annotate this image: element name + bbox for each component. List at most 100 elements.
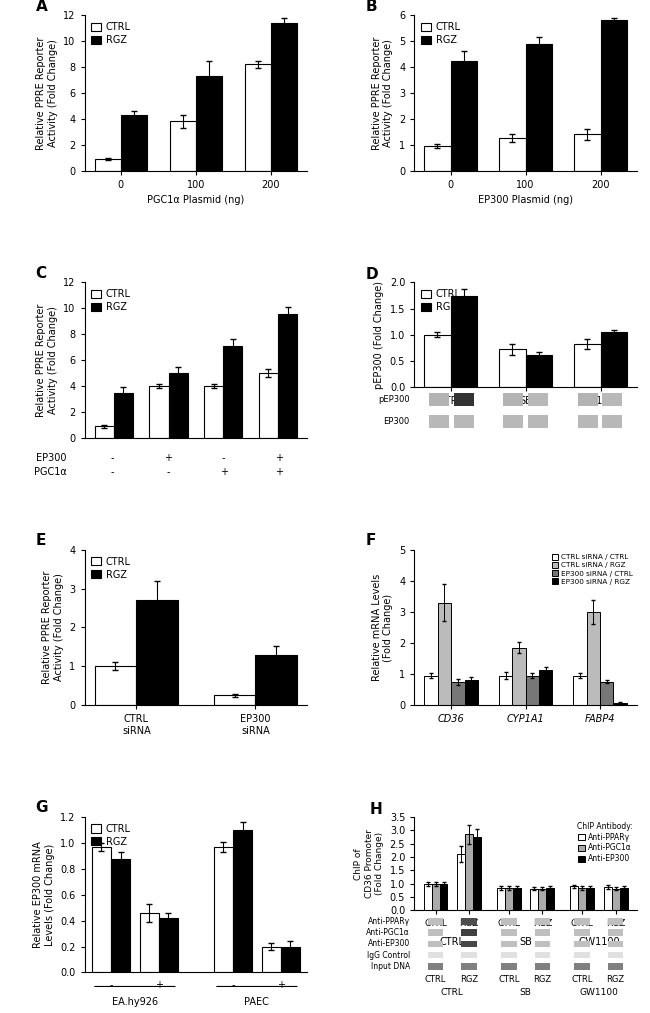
Bar bbox=[601, 20, 627, 170]
Bar bbox=[223, 346, 242, 438]
Bar bbox=[92, 847, 111, 972]
Legend: Anti-PPARγ, Anti-PGC1α, Anti-EP300: Anti-PPARγ, Anti-PGC1α, Anti-EP300 bbox=[576, 821, 633, 864]
Bar bbox=[501, 940, 517, 947]
Bar bbox=[278, 314, 297, 438]
Bar bbox=[454, 393, 474, 405]
Bar bbox=[604, 887, 612, 911]
Bar bbox=[204, 386, 223, 438]
Bar bbox=[114, 393, 133, 438]
Text: SB: SB bbox=[519, 937, 532, 946]
Bar bbox=[255, 655, 297, 705]
X-axis label: EP300 Plasmid (ng): EP300 Plasmid (ng) bbox=[478, 196, 573, 206]
Text: SB: SB bbox=[519, 988, 532, 997]
Bar bbox=[547, 887, 554, 911]
Bar bbox=[428, 929, 443, 936]
Bar bbox=[608, 918, 623, 925]
Text: GW1100: GW1100 bbox=[578, 937, 619, 946]
Bar bbox=[262, 946, 281, 972]
Bar bbox=[429, 415, 449, 428]
Text: -: - bbox=[109, 981, 112, 991]
Text: A: A bbox=[36, 0, 47, 13]
Bar bbox=[526, 355, 552, 387]
Text: C: C bbox=[36, 265, 47, 281]
Text: -: - bbox=[222, 453, 226, 463]
Text: GW1100: GW1100 bbox=[579, 988, 618, 997]
Legend: CTRL, RGZ: CTRL, RGZ bbox=[419, 20, 463, 47]
Bar bbox=[424, 676, 437, 705]
Bar bbox=[281, 946, 300, 972]
Text: +: + bbox=[155, 981, 162, 991]
Bar bbox=[140, 913, 159, 972]
Bar bbox=[575, 344, 601, 387]
Bar bbox=[614, 703, 627, 705]
Text: Anti-EP300: Anti-EP300 bbox=[367, 939, 410, 948]
Bar bbox=[244, 65, 271, 170]
Bar bbox=[95, 426, 114, 438]
Text: RGZ: RGZ bbox=[606, 976, 625, 985]
Text: CTRL: CTRL bbox=[440, 937, 465, 946]
Bar bbox=[534, 940, 550, 947]
Text: -: - bbox=[231, 981, 235, 991]
Text: B: B bbox=[365, 0, 377, 13]
Legend: CTRL, RGZ: CTRL, RGZ bbox=[89, 822, 133, 849]
Y-axis label: pEP300 (Fold Change): pEP300 (Fold Change) bbox=[374, 281, 384, 389]
Bar bbox=[501, 918, 517, 925]
Bar bbox=[450, 61, 477, 170]
Legend: CTRL, RGZ: CTRL, RGZ bbox=[89, 555, 133, 581]
Bar bbox=[233, 830, 252, 972]
Text: -: - bbox=[166, 467, 170, 477]
Bar bbox=[429, 393, 449, 405]
Bar bbox=[574, 918, 590, 925]
Bar bbox=[499, 138, 526, 170]
Bar bbox=[214, 847, 233, 972]
Text: RGZ: RGZ bbox=[460, 976, 478, 985]
Bar bbox=[259, 373, 278, 438]
Bar bbox=[534, 918, 550, 925]
Text: F: F bbox=[365, 533, 376, 548]
Bar bbox=[608, 963, 623, 969]
Bar bbox=[528, 393, 548, 405]
Text: Anti-PGC1α: Anti-PGC1α bbox=[366, 928, 410, 937]
Bar bbox=[608, 952, 623, 958]
Text: -: - bbox=[111, 453, 114, 463]
Bar bbox=[428, 918, 443, 925]
X-axis label: PGC1α Plasmid (ng): PGC1α Plasmid (ng) bbox=[148, 196, 244, 206]
Y-axis label: ChIP of
CD36 Promoter
(Fold Change): ChIP of CD36 Promoter (Fold Change) bbox=[354, 830, 384, 899]
Bar bbox=[530, 888, 538, 911]
Bar bbox=[497, 887, 505, 911]
Bar bbox=[574, 929, 590, 936]
Bar bbox=[575, 135, 601, 170]
Text: Input DNA: Input DNA bbox=[370, 961, 410, 970]
Bar bbox=[512, 647, 526, 705]
Text: PAEC: PAEC bbox=[244, 998, 269, 1007]
Bar bbox=[608, 940, 623, 947]
Bar bbox=[462, 963, 477, 969]
Bar bbox=[462, 929, 477, 936]
Bar bbox=[457, 854, 465, 911]
Bar bbox=[95, 159, 121, 170]
Legend: CTRL siRNA / CTRL, CTRL siRNA / RGZ, EP300 siRNA / CTRL, EP300 siRNA / RGZ: CTRL siRNA / CTRL, CTRL siRNA / RGZ, EP3… bbox=[551, 553, 633, 586]
Bar bbox=[499, 349, 526, 387]
Y-axis label: Relative mRNA Levels
(Fold Change): Relative mRNA Levels (Fold Change) bbox=[372, 573, 393, 681]
Bar bbox=[503, 393, 523, 405]
Text: CTRL: CTRL bbox=[425, 976, 447, 985]
Bar bbox=[159, 918, 178, 972]
Bar bbox=[499, 676, 512, 705]
Text: +: + bbox=[220, 467, 228, 477]
Bar bbox=[526, 44, 552, 170]
Text: +: + bbox=[164, 453, 172, 463]
Bar bbox=[503, 415, 523, 428]
Y-axis label: Relative EP300 mRNA
Levels (Fold Change): Relative EP300 mRNA Levels (Fold Change) bbox=[33, 842, 55, 948]
Bar bbox=[462, 952, 477, 958]
Bar bbox=[170, 122, 196, 170]
Bar bbox=[608, 929, 623, 936]
Text: +: + bbox=[277, 981, 285, 991]
Bar bbox=[539, 671, 552, 705]
Bar bbox=[574, 963, 590, 969]
Text: EP300: EP300 bbox=[384, 417, 410, 426]
Bar bbox=[473, 837, 481, 911]
Bar bbox=[534, 929, 550, 936]
Legend: CTRL, RGZ: CTRL, RGZ bbox=[89, 288, 133, 314]
Bar bbox=[428, 940, 443, 947]
Bar bbox=[465, 680, 478, 705]
